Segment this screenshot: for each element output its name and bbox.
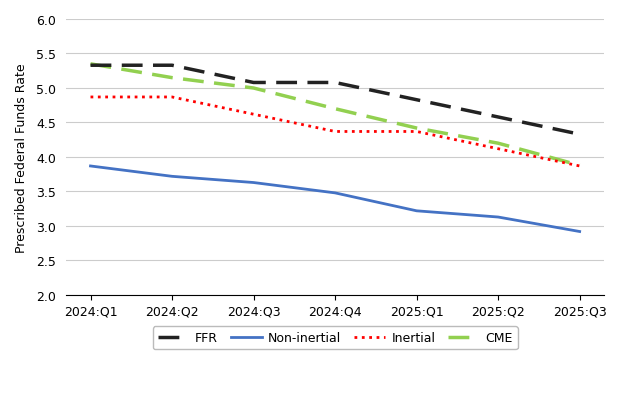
- Legend: FFR, Non-inertial, Inertial, CME: FFR, Non-inertial, Inertial, CME: [152, 327, 518, 350]
- Y-axis label: Prescribed Federal Funds Rate: Prescribed Federal Funds Rate: [15, 63, 28, 252]
